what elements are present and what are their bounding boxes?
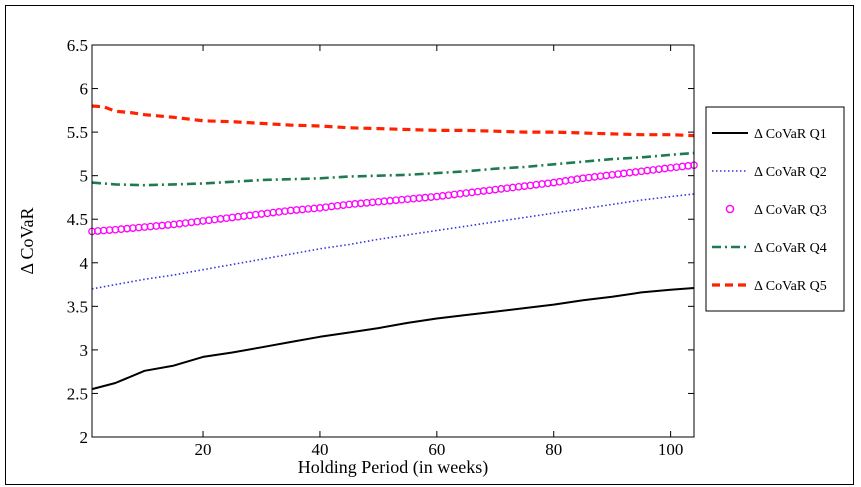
x-tick-label: 100 bbox=[658, 440, 684, 459]
x-tick-label: 80 bbox=[545, 440, 562, 459]
series-q2 bbox=[91, 193, 695, 290]
legend-label: Δ CoVaR Q5 bbox=[754, 279, 827, 294]
legend-item-q2: Δ CoVaR Q2 bbox=[712, 165, 827, 180]
series-q1 bbox=[91, 287, 695, 391]
legend-item-q4: Δ CoVaR Q4 bbox=[712, 241, 827, 256]
x-axis-label: Holding Period (in weeks) bbox=[298, 457, 488, 478]
legend-label: Δ CoVaR Q1 bbox=[754, 127, 827, 142]
y-tick-label: 3 bbox=[80, 341, 89, 360]
plot-area bbox=[88, 104, 698, 391]
series-q4 bbox=[91, 151, 695, 187]
x-tick-label: 40 bbox=[311, 440, 328, 459]
y-tick-label: 5 bbox=[80, 167, 89, 186]
y-tick-label: 4 bbox=[80, 254, 89, 273]
y-tick-label: 3.5 bbox=[67, 297, 88, 316]
series-line bbox=[91, 151, 695, 187]
axes: 2 2.5 3 3.5 4 4.5 5 5.5 6 6.5 20 40 60 80 100 bbox=[67, 36, 695, 459]
legend-marker bbox=[725, 204, 735, 214]
y-tick-label: 2.5 bbox=[67, 384, 88, 403]
y-tick-label: 4.5 bbox=[67, 210, 88, 229]
plot-box bbox=[91, 44, 695, 438]
series-q5 bbox=[91, 104, 695, 138]
y-tick-label: 5.5 bbox=[67, 123, 88, 142]
series-q3 bbox=[88, 161, 698, 236]
legend-box bbox=[705, 106, 845, 312]
y-tick-label: 6 bbox=[80, 80, 89, 99]
y-tick-label: 2 bbox=[80, 428, 89, 447]
legend-label: Δ CoVaR Q4 bbox=[754, 241, 827, 256]
legend: Δ CoVaR Q1 Δ CoVaR Q2 Δ CoVaR Q3 Δ CoVaR Q4… bbox=[705, 106, 845, 312]
x-tick-label: 60 bbox=[428, 440, 445, 459]
y-axis-label: Δ CoVaR bbox=[17, 207, 37, 274]
legend-item-q5: Δ CoVaR Q5 bbox=[712, 279, 827, 294]
x-tick-label: 20 bbox=[195, 440, 212, 459]
y-tick-label: 6.5 bbox=[67, 36, 88, 55]
legend-item-q3: Δ CoVaR Q3 bbox=[725, 203, 827, 218]
series-line bbox=[91, 287, 695, 391]
series-line bbox=[91, 104, 695, 138]
legend-label: Δ CoVaR Q3 bbox=[754, 203, 827, 218]
legend-item-q1: Δ CoVaR Q1 bbox=[712, 127, 827, 142]
series-line bbox=[91, 193, 695, 290]
legend-label: Δ CoVaR Q2 bbox=[754, 165, 827, 180]
